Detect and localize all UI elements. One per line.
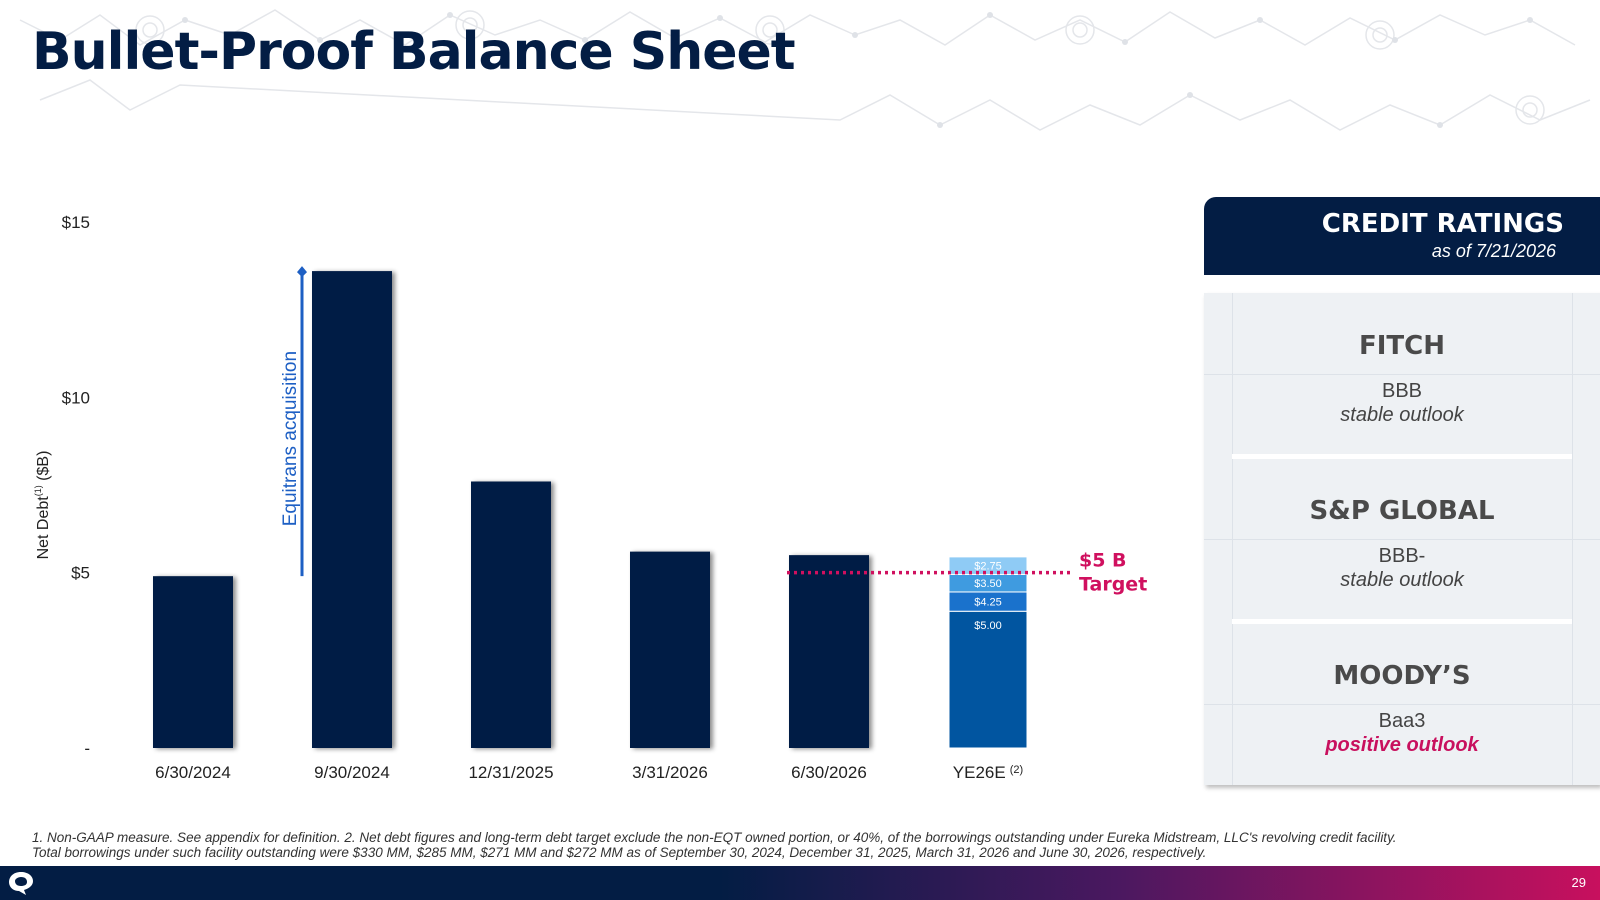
footnote-line: Total borrowings under such facility out… xyxy=(32,845,1207,860)
grid-line xyxy=(1204,374,1600,375)
rating-agency: MOODY’S xyxy=(1333,661,1471,691)
page-number: 29 xyxy=(1571,875,1586,890)
target-label: Target xyxy=(1079,574,1147,596)
card-divider xyxy=(1232,619,1572,624)
credit-ratings-panel: CREDIT RATINGS as of 7/21/2026 FITCH BBB… xyxy=(1204,197,1600,787)
page-title: Bullet-Proof Balance Sheet xyxy=(32,22,796,82)
net-debt-bar-chart: - $5 $10 $15 Net Debt(1) ($B) 6/30/2024 9/30/2… xyxy=(33,213,1147,782)
bar xyxy=(471,481,551,748)
bar xyxy=(789,555,869,748)
rating-card-fitch: FITCH BBB stable outlook xyxy=(1204,293,1600,455)
target-label: $5 B xyxy=(1079,550,1127,572)
y-tick-label: $15 xyxy=(62,213,90,232)
acquisition-arrow-head xyxy=(297,266,307,278)
x-tick-label: 6/30/2024 xyxy=(155,763,231,782)
rating-grade: BBB- xyxy=(1378,545,1426,567)
rating-card-sp-global: S&P GLOBAL BBB- stable outlook xyxy=(1204,458,1600,620)
grid-line xyxy=(1204,539,1600,540)
rating-card-moodys: MOODY’S Baa3 positive outlook xyxy=(1204,623,1600,785)
grid-line xyxy=(1204,704,1600,705)
footnote: 1. Non-GAAP measure. See appendix for de… xyxy=(32,830,1572,860)
card-divider xyxy=(1232,454,1572,459)
acquisition-annotation: Equitrans acquisition xyxy=(280,351,301,526)
bar xyxy=(312,271,392,748)
rating-agency: FITCH xyxy=(1358,331,1445,361)
rating-grade: Baa3 xyxy=(1378,710,1426,732)
y-tick-label: $10 xyxy=(62,388,90,407)
x-tick-label: 3/31/2026 xyxy=(632,763,708,782)
stacked-segment xyxy=(948,556,1028,575)
company-logo-icon xyxy=(9,872,33,895)
segment-label: $2.75 xyxy=(974,561,1002,573)
segment-label: $4.25 xyxy=(974,597,1002,609)
y-axis-title: Net Debt(1) ($B) xyxy=(33,451,52,560)
bar xyxy=(153,576,233,748)
footer-bar: 29 xyxy=(0,866,1600,900)
x-tick-label: 12/31/2025 xyxy=(468,763,553,782)
rating-outlook: positive outlook xyxy=(1325,734,1479,756)
rating-outlook: stable outlook xyxy=(1340,569,1464,591)
molecule-background-pattern xyxy=(19,9,1591,131)
credit-ratings-body: FITCH BBB stable outlook S&P GLOBAL BBB-… xyxy=(1204,293,1600,785)
rating-grade: BBB xyxy=(1381,380,1423,402)
x-tick-label: 9/30/2024 xyxy=(314,763,390,782)
x-tick-label: 6/30/2026 xyxy=(791,763,867,782)
x-tick-label: YE26E (2) xyxy=(953,763,1023,782)
rating-outlook: stable outlook xyxy=(1340,404,1464,426)
segment-label: $5.00 xyxy=(974,620,1002,632)
credit-ratings-date: as of 7/21/2026 xyxy=(1431,241,1556,261)
y-tick-label: $5 xyxy=(71,564,90,583)
credit-ratings-title: CREDIT RATINGS xyxy=(1321,209,1564,239)
segment-label: $3.50 xyxy=(974,578,1002,590)
credit-ratings-header: CREDIT RATINGS as of 7/21/2026 xyxy=(1204,197,1600,275)
footnote-line: 1. Non-GAAP measure. See appendix for de… xyxy=(32,830,1397,845)
rating-agency: S&P GLOBAL xyxy=(1309,496,1495,526)
y-tick-label: - xyxy=(84,739,90,758)
bar xyxy=(630,551,710,748)
